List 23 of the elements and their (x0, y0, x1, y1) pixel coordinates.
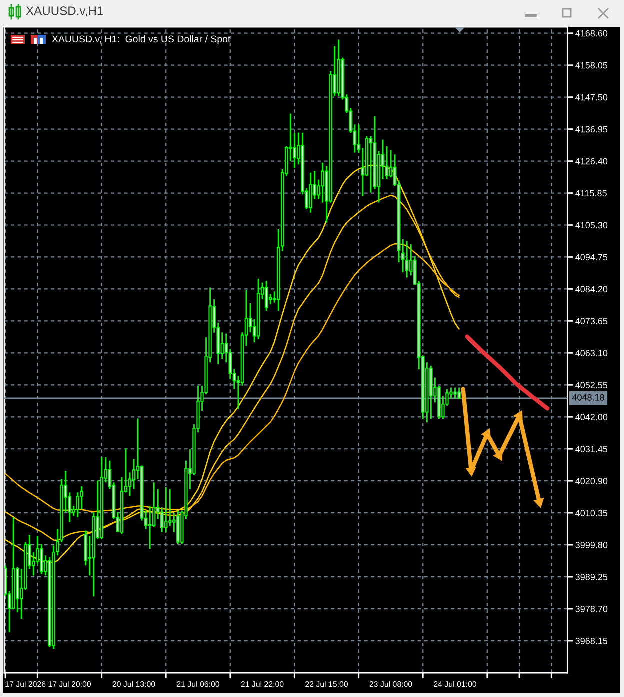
y-tick-label: 4105.30 (576, 222, 608, 229)
y-tick-label: 4063.10 (576, 350, 608, 357)
y-tick-label: 4168.60 (576, 30, 608, 37)
y-tick-label: 4158.05 (576, 62, 608, 69)
chart-title: XAUUSD.v,H1 (26, 6, 104, 17)
y-tick-label: 4126.40 (576, 158, 608, 165)
y-tick-label: 4052.55 (576, 382, 608, 389)
y-tick-label: 4031.45 (576, 446, 608, 452)
ref-line-label: 4048.18 (572, 394, 604, 401)
text: XAUUSD.v, H1: Gold vs US Dollar / Spot (52, 35, 231, 45)
y-tick-label: 3968.15 (576, 638, 608, 644)
y-tick-label: 3999.80 (576, 542, 608, 548)
y-tick-label: 4147.50 (576, 94, 608, 101)
y-tick-label: 4136.95 (576, 126, 608, 133)
y-tick-label: 3989.25 (576, 574, 608, 580)
y-tick-label: 4084.20 (576, 286, 608, 293)
y-tick-label: 4115.85 (576, 190, 607, 197)
y-tick-label: 4073.65 (576, 318, 608, 325)
y-tick-label: 4042.00 (576, 414, 608, 421)
y-tick-label: 4020.90 (576, 478, 608, 484)
y-tick-label: 3978.70 (576, 606, 608, 612)
y-tick-label: 4094.75 (576, 254, 608, 261)
y-tick-label: 4010.35 (576, 510, 608, 516)
